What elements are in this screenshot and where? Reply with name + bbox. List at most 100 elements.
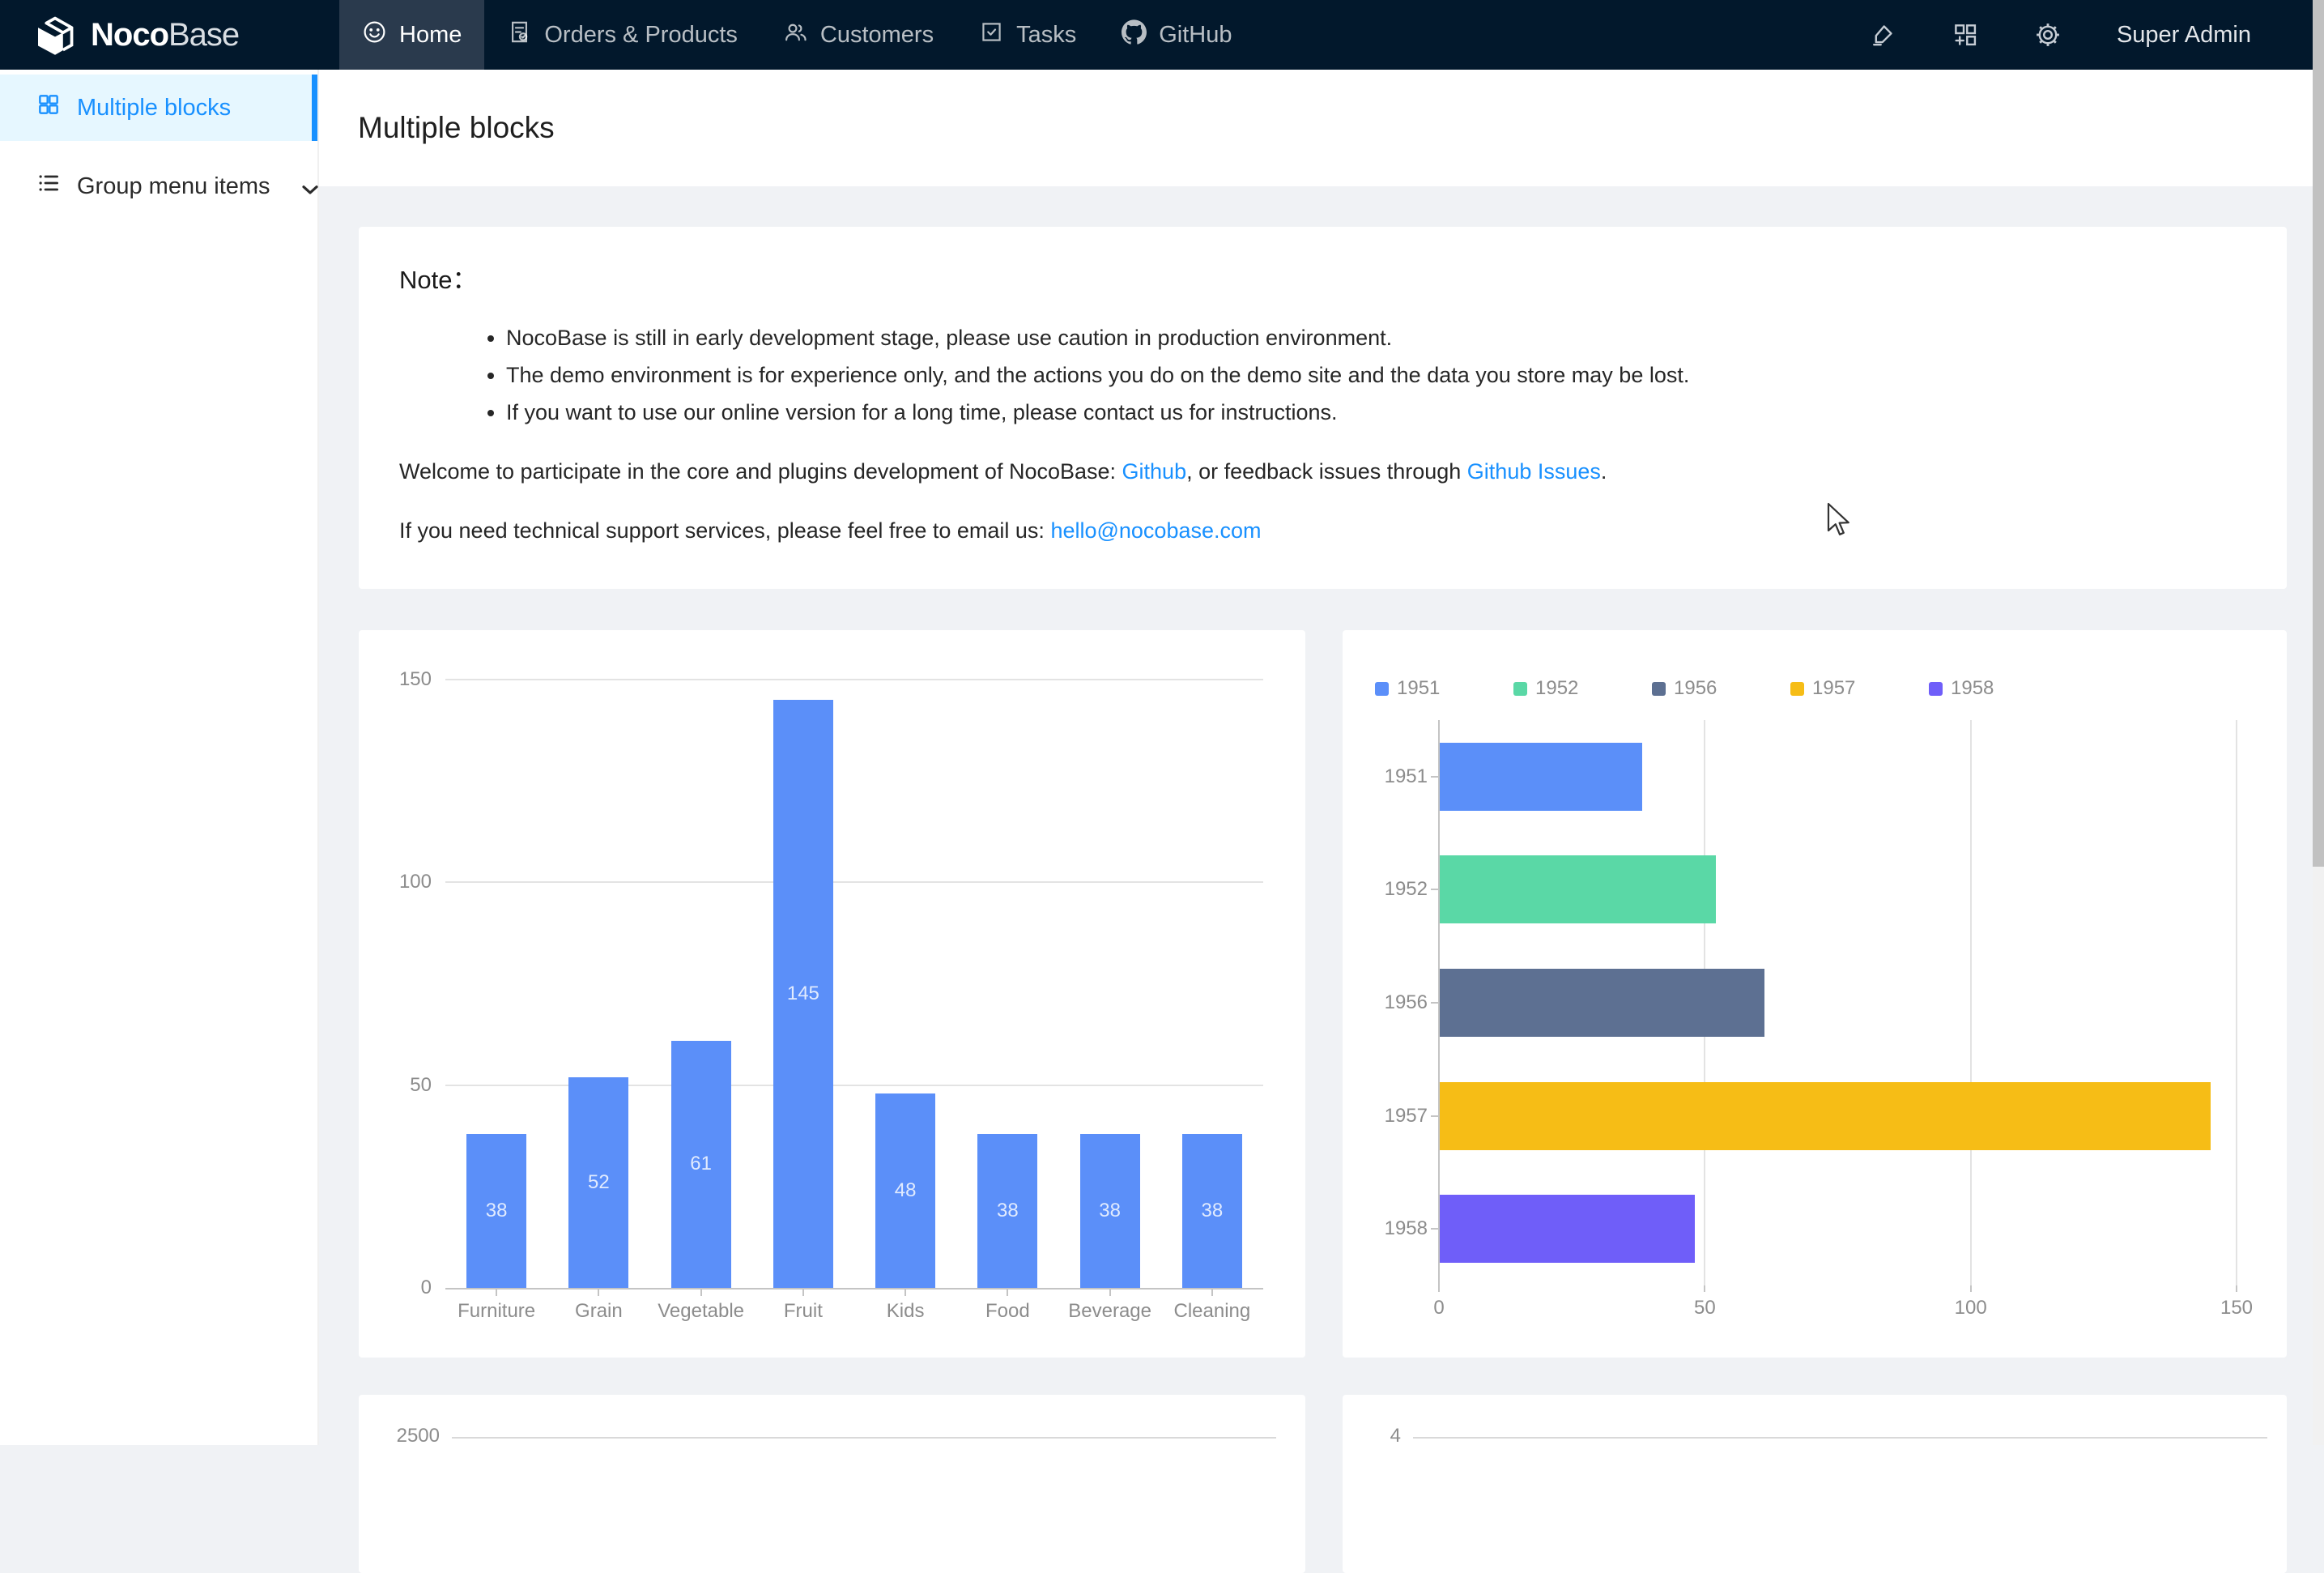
nocobase-logo-icon [32, 12, 78, 58]
y-category-label: 1958 [1384, 1217, 1428, 1240]
sidebar: Multiple blocks Group menu items [0, 70, 319, 1445]
legend-label[interactable]: 1958 [1951, 677, 1994, 699]
legend-swatch[interactable] [1513, 682, 1527, 696]
column-bar[interactable] [977, 1133, 1038, 1288]
y-tick-label: 4 [1390, 1425, 1401, 1447]
sidebar-item-label: Group menu items [77, 173, 270, 199]
x-tick-mark [802, 1290, 804, 1296]
column-bar[interactable] [466, 1133, 527, 1288]
horizontal-bar[interactable] [1440, 742, 1642, 811]
column-bar[interactable] [773, 700, 833, 1288]
gridline [452, 1437, 1276, 1439]
x-category-label: Furniture [458, 1300, 536, 1322]
bar-value-label: 145 [786, 983, 819, 1005]
welcome-text: Welcome to participate in the core and p… [399, 459, 1122, 484]
x-tick-mark [700, 1290, 702, 1296]
support-email-link[interactable]: hello@nocobase.com [1050, 518, 1262, 543]
x-tick-mark [904, 1290, 907, 1296]
x-tick-label: 100 [1954, 1297, 1987, 1319]
github-link[interactable]: Github [1122, 459, 1187, 484]
x-category-label: Cleaning [1173, 1300, 1251, 1322]
tab-label: Home [399, 21, 462, 48]
bar-value-label: 61 [690, 1153, 712, 1175]
current-user-menu[interactable]: Super Admin [2116, 21, 2251, 48]
scrollbar-thumb[interactable] [2313, 0, 2324, 867]
note-bullet-list: NocoBase is still in early development s… [399, 319, 2246, 431]
horizontal-bar[interactable] [1440, 969, 1764, 1037]
y-tick-mark [1431, 1115, 1438, 1117]
vertical-scrollbar[interactable] [2313, 0, 2324, 1445]
sidebar-item-label: Multiple blocks [77, 94, 232, 121]
welcome-text: . [1600, 459, 1607, 484]
category-column-chart: 0 50 100 150 38 Furniture 52 Grain 61 Vegetable 14… [359, 630, 1305, 1358]
x-category-label: Kids [886, 1300, 925, 1322]
support-paragraph: If you need technical support services, … [399, 514, 2246, 547]
tab-label: Customers [819, 21, 934, 48]
tab-label: Orders & Products [544, 21, 738, 48]
horizontal-bar[interactable] [1440, 855, 1717, 924]
tab-home[interactable]: Home [339, 0, 485, 70]
column-bar[interactable] [670, 1040, 731, 1288]
tab-label: Tasks [1016, 21, 1077, 48]
bar-value-label: 38 [1201, 1199, 1224, 1221]
horizontal-bar[interactable] [1440, 1081, 2211, 1150]
gridline [445, 679, 1263, 680]
y-tick-label: 100 [398, 871, 432, 893]
y-tick-label: 2500 [396, 1425, 440, 1447]
x-tick-label: 50 [1693, 1297, 1716, 1319]
y-tick-mark [1431, 889, 1438, 891]
legend-swatch[interactable] [1790, 682, 1804, 696]
column-chart-card: 0 50 100 150 38 Furniture 52 Grain 61 Vegetable 14… [359, 630, 1305, 1358]
x-tick-mark [1211, 1290, 1213, 1296]
x-category-label: Fruit [783, 1300, 823, 1322]
legend-swatch[interactable] [1929, 682, 1943, 696]
note-bullet: The demo environment is for experience o… [506, 356, 2246, 394]
legend-label[interactable]: 1956 [1674, 677, 1717, 699]
column-bar[interactable] [568, 1076, 629, 1288]
y-category-label: 1952 [1384, 878, 1428, 901]
settings-gear-icon[interactable] [2034, 21, 2062, 49]
tab-github[interactable]: GitHub [1099, 0, 1254, 70]
gridline [445, 881, 1263, 884]
sidebar-item-multiple-blocks[interactable]: Multiple blocks [0, 75, 317, 141]
x-tick-label: 150 [2220, 1297, 2254, 1319]
add-blocks-icon[interactable] [1952, 21, 1979, 49]
legend-swatch[interactable] [1652, 682, 1666, 696]
tab-label: GitHub [1159, 21, 1232, 48]
y-tick-mark [1431, 775, 1438, 778]
support-text: If you need technical support services, … [399, 518, 1051, 543]
github-issues-link[interactable]: Github Issues [1466, 459, 1601, 484]
active-indicator [312, 75, 317, 141]
x-tick-mark [1438, 1285, 1440, 1292]
ui-editor-highlighter-icon[interactable] [1869, 21, 1896, 49]
tasks-icon [979, 19, 1004, 51]
brand-name-bold: Noco [91, 16, 169, 53]
x-category-label: Food [985, 1300, 1030, 1322]
legend-label[interactable]: 1952 [1535, 677, 1579, 699]
y-category-label: 1951 [1384, 765, 1428, 787]
year-horizontal-bar-chart: 1951 1952 1956 1957 1958 0 50 100 150 1951 1952 195… [1343, 630, 2287, 1358]
note-bullet: If you want to use our online version fo… [506, 394, 2246, 431]
y-tick-mark [1431, 1228, 1438, 1230]
legend-label[interactable]: 1957 [1812, 677, 1856, 699]
horizontal-bar[interactable] [1440, 1195, 1696, 1264]
bar-value-label: 52 [588, 1170, 610, 1193]
y-tick-label: 0 [420, 1277, 432, 1298]
legend-label[interactable]: 1951 [1397, 677, 1441, 699]
nav-right-actions: Super Admin [1869, 0, 2324, 70]
note-bullet: NocoBase is still in early development s… [506, 319, 2246, 356]
column-bar[interactable] [875, 1093, 936, 1288]
bottom-left-chart-card: 2500 [359, 1395, 1305, 1573]
column-bar[interactable] [1079, 1133, 1140, 1288]
tab-tasks[interactable]: Tasks [956, 0, 1099, 70]
gridline [1413, 1437, 2267, 1439]
column-bar[interactable] [1181, 1133, 1242, 1288]
bar-value-label: 38 [997, 1199, 1019, 1221]
bar-value-label: 48 [894, 1179, 917, 1201]
sidebar-item-group-menu-items[interactable]: Group menu items [0, 156, 318, 217]
tab-orders-products[interactable]: Orders & Products [484, 0, 760, 70]
legend-swatch[interactable] [1375, 682, 1389, 696]
tab-customers[interactable]: Customers [760, 0, 956, 70]
github-icon [1122, 19, 1147, 51]
brand[interactable]: NocoBase [0, 0, 339, 70]
